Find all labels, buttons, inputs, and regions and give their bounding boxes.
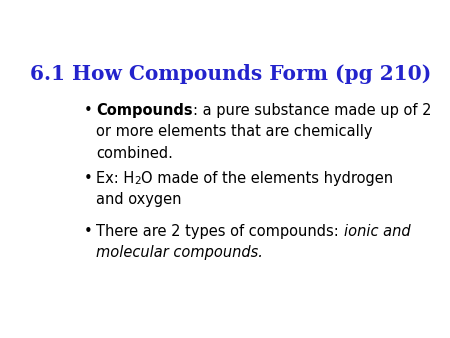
- Text: O made of the elements hydrogen: O made of the elements hydrogen: [141, 171, 393, 186]
- Text: or more elements that are chemically: or more elements that are chemically: [96, 124, 373, 139]
- Text: 2: 2: [135, 176, 141, 187]
- Text: •: •: [84, 103, 93, 118]
- Text: combined.: combined.: [96, 146, 173, 161]
- Text: •: •: [84, 171, 93, 186]
- Text: molecular compounds.: molecular compounds.: [96, 245, 263, 260]
- Text: 6.1 How Compounds Form (pg 210): 6.1 How Compounds Form (pg 210): [30, 64, 431, 84]
- Text: Ex: H: Ex: H: [96, 171, 135, 186]
- Text: •: •: [84, 224, 93, 239]
- Text: There are 2 types of compounds:: There are 2 types of compounds:: [96, 224, 344, 239]
- Text: and oxygen: and oxygen: [96, 192, 182, 207]
- Text: : a pure substance made up of 2: : a pure substance made up of 2: [193, 103, 432, 118]
- Text: ionic and: ionic and: [344, 224, 410, 239]
- Text: Compounds: Compounds: [96, 103, 193, 118]
